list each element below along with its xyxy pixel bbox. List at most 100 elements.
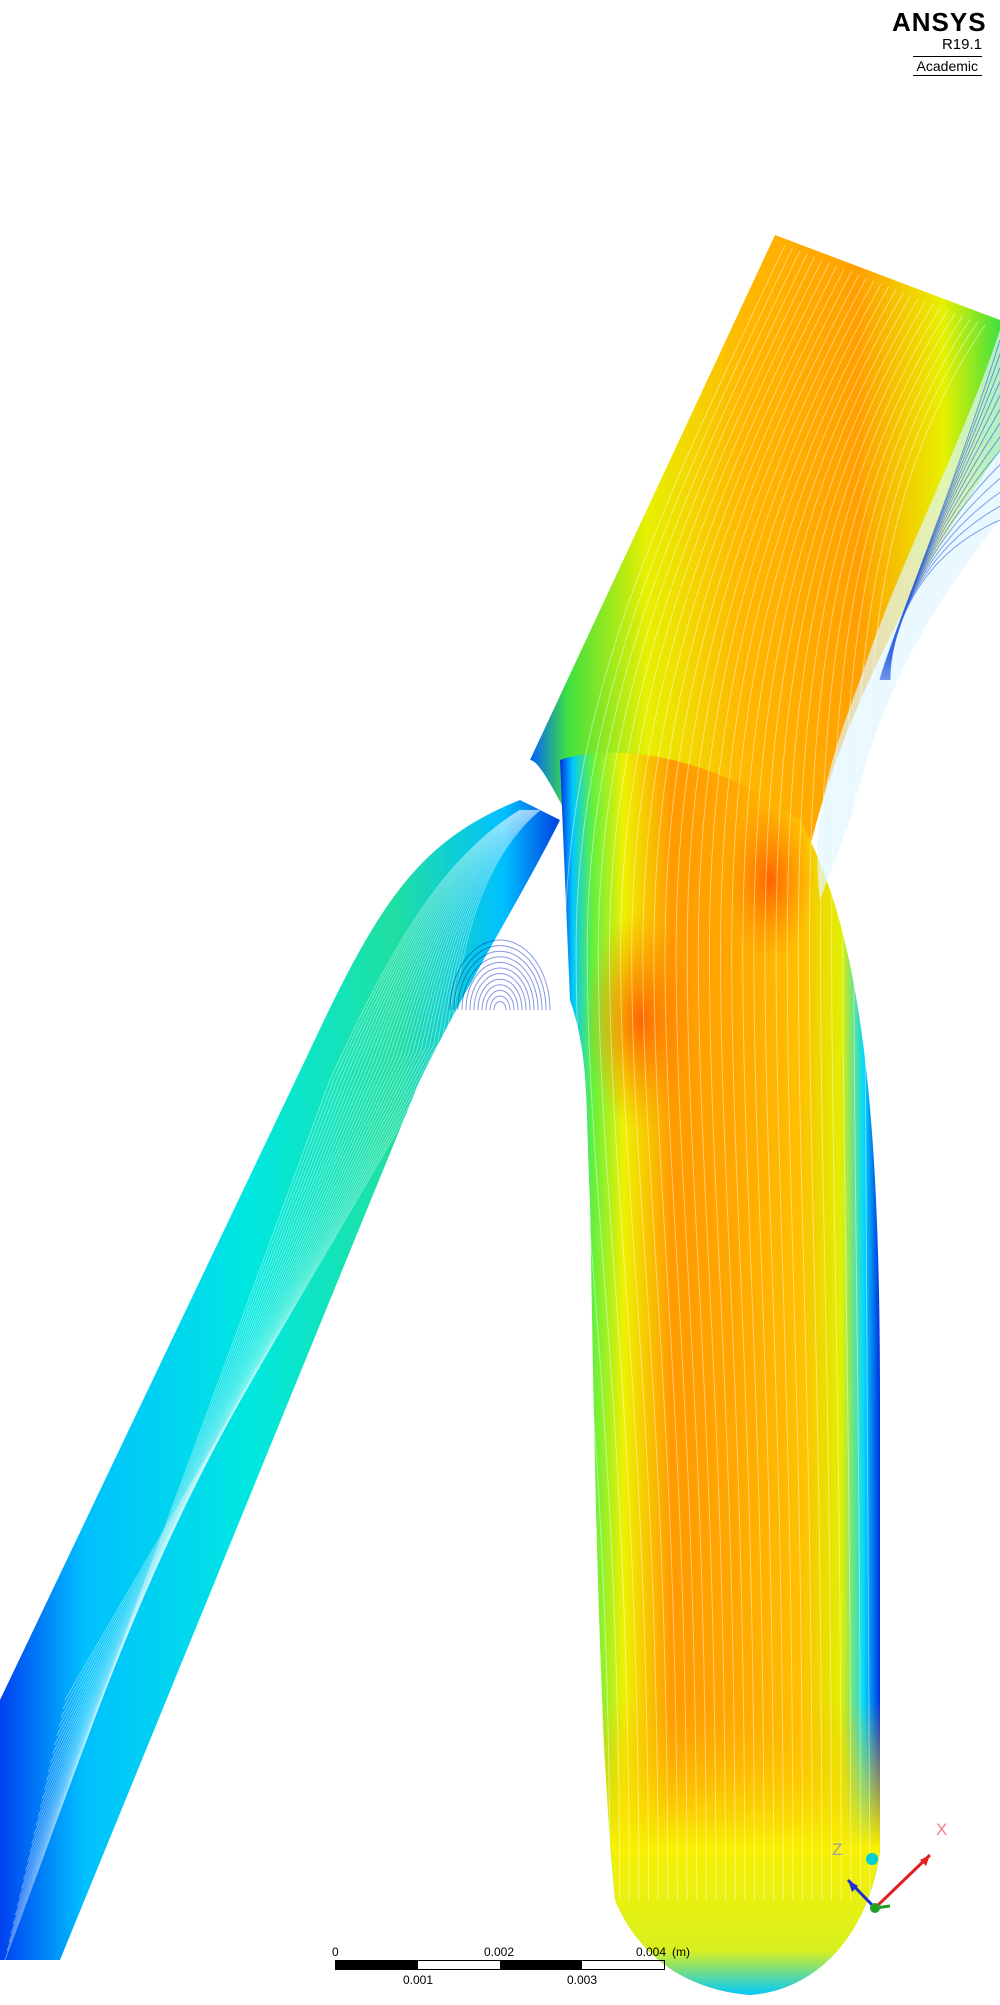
- streamline: [62, 809, 540, 1710]
- streamline: [888, 505, 1000, 681]
- streamline: [881, 381, 1000, 681]
- streamline: [45, 809, 535, 1781]
- streamline: [797, 306, 941, 1901]
- scale-label-0: 0: [332, 1945, 339, 1959]
- streamline: [8, 809, 522, 1943]
- streamline: [708, 283, 882, 1901]
- streamline: [686, 277, 867, 1901]
- streamline: [56, 809, 538, 1737]
- streamline: [473, 973, 527, 1011]
- streamline: [697, 280, 875, 1901]
- streamline: [493, 1001, 507, 1011]
- streamline: [631, 262, 830, 1901]
- upper-right-branch-vessel: [530, 235, 1000, 900]
- triad-z-label: Z: [832, 1840, 843, 1859]
- streamline: [564, 244, 786, 1901]
- streamline: [842, 318, 971, 1901]
- streamline: [50, 809, 536, 1763]
- axis-triad: [846, 1853, 932, 1913]
- streamline: [60, 809, 539, 1719]
- streamline: [457, 950, 543, 1011]
- streamline: [14, 809, 524, 1916]
- streamline: [23, 809, 527, 1880]
- streamline: [886, 464, 1000, 681]
- scale-bar: [335, 1960, 665, 1970]
- streamline: [485, 989, 515, 1011]
- streamline: [885, 450, 1000, 681]
- logo-edition: Academic: [912, 56, 982, 76]
- streamline: [742, 292, 904, 1901]
- streamline: [889, 519, 1000, 681]
- streamline: [887, 478, 1000, 681]
- streamline: [48, 809, 535, 1772]
- streamline: [25, 809, 528, 1871]
- streamline: [884, 436, 1000, 681]
- streamline: [4, 809, 521, 1961]
- streamline: [52, 809, 537, 1755]
- streamline: [453, 945, 547, 1011]
- left-branch-vessel: [0, 800, 560, 1960]
- streamline: [720, 286, 890, 1901]
- streamline: [27, 809, 528, 1862]
- streamline: [820, 312, 956, 1901]
- streamline: [620, 259, 823, 1901]
- triad-x-axis: [873, 1853, 932, 1910]
- streamline: [642, 265, 838, 1901]
- streamline: [19, 809, 526, 1898]
- streamline: [465, 961, 535, 1011]
- streamline: [29, 809, 529, 1853]
- streamline: [880, 353, 1000, 681]
- streamline: [883, 408, 1000, 681]
- streamline: [608, 256, 816, 1901]
- streamline: [887, 491, 1000, 681]
- streamline: [37, 809, 532, 1817]
- streamline: [879, 339, 1000, 681]
- streamline: [753, 295, 912, 1901]
- streamline: [43, 809, 534, 1790]
- streamline: [6, 809, 521, 1952]
- streamline: [39, 809, 533, 1808]
- recirculation-zone: [817, 330, 1000, 900]
- streamline: [481, 984, 519, 1011]
- streamline: [35, 809, 531, 1826]
- triad-x-label: X: [936, 1820, 948, 1839]
- streamline: [489, 995, 511, 1011]
- streamline: [881, 367, 1000, 681]
- streamline: [469, 967, 531, 1011]
- scale-label-0003: 0.003: [567, 1973, 598, 1987]
- ansys-logo: ANSYS R19.1 Academic: [892, 7, 987, 76]
- streamline: [64, 809, 541, 1701]
- streamline: [10, 809, 523, 1934]
- streamlines: [4, 244, 1000, 1961]
- streamline: [664, 271, 853, 1901]
- streamline: [31, 809, 530, 1844]
- logo-version: R19.1: [941, 36, 982, 53]
- streamline: [786, 303, 934, 1901]
- streamline: [882, 395, 1000, 681]
- streamline: [12, 809, 524, 1925]
- streamline: [597, 253, 808, 1901]
- scale-label-0002: 0.002: [484, 1945, 515, 1959]
- streamline: [808, 309, 949, 1901]
- streamline: [54, 809, 537, 1746]
- streamline: [477, 978, 523, 1011]
- streamline: [853, 321, 979, 1901]
- streamline: [775, 301, 927, 1901]
- streamline: [586, 250, 801, 1901]
- streamline: [764, 298, 919, 1901]
- streamline: [16, 809, 525, 1907]
- streamline: [884, 422, 1000, 681]
- streamline: [731, 289, 897, 1901]
- scale-label-0001: 0.001: [403, 1973, 434, 1987]
- streamline: [575, 247, 793, 1901]
- scale-label-0004: 0.004: [636, 1945, 667, 1959]
- streamline: [831, 315, 964, 1901]
- streamline: [21, 809, 526, 1889]
- streamline: [33, 809, 530, 1835]
- streamline: [461, 956, 539, 1011]
- logo-brand: ANSYS: [892, 7, 987, 37]
- streamline: [449, 939, 551, 1011]
- streamline: [41, 809, 533, 1799]
